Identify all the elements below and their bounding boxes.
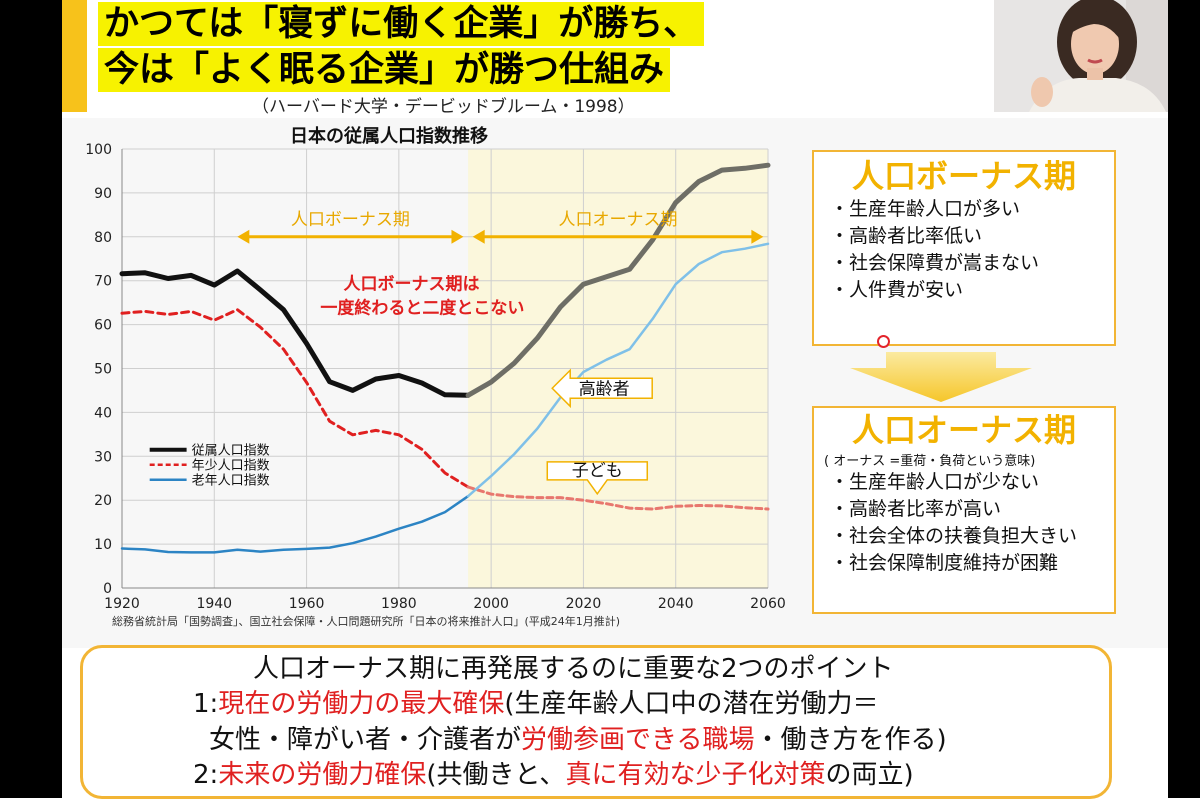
- y-tick-label: 80: [94, 230, 112, 246]
- bonus-list: 生産年齢人口が多い 高齢者比率低い 社会保障費が嵩まない 人件費が安い: [830, 196, 1114, 304]
- series-line: [120, 494, 470, 554]
- onus-list: 生産年齢人口が少ない 高齢者比率が高い 社会全体の扶養負担大きい 社会保障制度維…: [830, 469, 1114, 577]
- y-tick-label: 100: [85, 142, 112, 158]
- point-1-detail: (生産年齢人口中の潜在労働力＝: [504, 689, 879, 719]
- point-2-mid: (共働きと、: [426, 760, 566, 790]
- onus-item: 社会保障制度維持が困難: [830, 550, 1114, 577]
- y-tick-label: 50: [94, 362, 112, 378]
- onus-period-box: 人口オーナス期 ( オーナス =重荷・負荷という意味) 生産年齢人口が少ない 高…: [812, 406, 1116, 614]
- x-tick-label: 1920: [104, 596, 140, 612]
- red-note-line-1: 人口ボーナス期は: [343, 274, 479, 294]
- onus-arrow-right-head: [751, 229, 764, 244]
- elderly-callout: [551, 368, 653, 409]
- y-tick-label: 40: [94, 405, 112, 421]
- y-tick-label: 90: [94, 186, 112, 202]
- y-tick-label: 10: [94, 537, 112, 553]
- point-1b-pre: 女性・障がい者・介護者が: [209, 725, 522, 755]
- onus-arrow-left-head: [472, 229, 485, 244]
- legend-label: 老年人口指数: [192, 474, 270, 489]
- black-letterbox-right: [1168, 0, 1200, 798]
- legend-label: 従属人口指数: [192, 444, 270, 459]
- point-1b-post: ・働き方を作る): [754, 725, 947, 755]
- pointer-dot: [877, 335, 890, 348]
- children-callout: [546, 461, 649, 496]
- series-line: [119, 268, 471, 398]
- bonus-item: 社会保障費が嵩まない: [830, 250, 1114, 277]
- point-2-number: 2:: [193, 760, 219, 790]
- series-line: [465, 162, 771, 398]
- y-tick-label: 0: [103, 581, 112, 597]
- x-tick-label: 2060: [750, 596, 786, 612]
- point-2-emphasis: 未来の労働力確保: [218, 760, 427, 790]
- slide-subtitle: （ハーバード大学・デービッドブルーム・1998）: [252, 97, 635, 117]
- red-note-line-2: 一度終わると二度とこない: [320, 298, 524, 319]
- bonus-arrow-label: 人口ボーナス期: [291, 210, 410, 230]
- key-points-heading: 人口オーナス期に再発展するのに重要な2つのポイント: [253, 654, 894, 684]
- point-1: 1:現在の労働力の最大確保(生産年齢人口中の潜在労働力＝: [193, 688, 878, 720]
- point-1b-emphasis: 労働参画できる職場: [521, 725, 755, 755]
- elderly-label: 高齢者: [579, 379, 630, 399]
- bonus-item: 人件費が安い: [830, 277, 1114, 304]
- point-2-post: の両立): [825, 760, 914, 790]
- series-line: [466, 242, 770, 498]
- x-tick-label: 1960: [289, 596, 325, 612]
- x-tick-label: 2020: [566, 596, 602, 612]
- accent-stripe: [62, 0, 87, 112]
- series-line: [120, 308, 470, 489]
- point-2-emphasis-2: 真に有効な少子化対策: [565, 760, 826, 790]
- onus-box-title: 人口オーナス期: [851, 411, 1076, 449]
- onus-item: 生産年齢人口が少ない: [830, 469, 1114, 496]
- bonus-period-box: 人口ボーナス期 生産年齢人口が多い 高齢者比率低い 社会保障費が嵩まない 人件費…: [812, 150, 1116, 346]
- x-tick-label: 2000: [473, 596, 509, 612]
- slide: かつては「寝ずに働く企業」が勝ち、 今は「よく眠る企業」が勝つ仕組み （ハーバー…: [62, 0, 1168, 799]
- bonus-box-title: 人口ボーナス期: [851, 157, 1076, 195]
- down-arrow-icon: [850, 352, 1032, 402]
- bonus-item: 高齢者比率低い: [830, 223, 1114, 250]
- onus-item: 社会全体の扶養負担大きい: [830, 523, 1114, 550]
- source-note: 総務省統計局「国勢調査」、国立社会保障・人口問題研究所「日本の将来推計人口」(平…: [112, 615, 621, 628]
- onus-meaning: ( オーナス =重荷・負荷という意味): [824, 454, 1036, 469]
- point-1-number: 1:: [193, 689, 219, 719]
- series-line: [466, 485, 770, 511]
- presenter-image: [994, 0, 1168, 112]
- chart-title: 日本の従属人口指数推移: [290, 126, 488, 147]
- slide-title: かつては「寝ずに働く企業」が勝ち、 今は「よく眠る企業」が勝つ仕組み: [98, 2, 705, 94]
- onus-item: 高齢者比率が高い: [830, 496, 1114, 523]
- legend-label: 年少人口指数: [192, 459, 270, 474]
- x-tick-label: 1980: [381, 596, 417, 612]
- key-points-box: 人口オーナス期に再発展するのに重要な2つのポイント 1:現在の労働力の最大確保(…: [80, 645, 1112, 799]
- black-letterbox-left: [0, 0, 62, 798]
- point-2: 2:未来の労働力確保(共働きと、真に有効な少子化対策の両立): [193, 759, 914, 791]
- bonus-arrow-left-head: [237, 229, 250, 244]
- children-label: 子ども: [572, 461, 623, 481]
- title-line-2: 今は「よく眠る企業」が勝つ仕組み: [98, 48, 671, 92]
- y-tick-label: 70: [94, 274, 112, 290]
- x-tick-label: 1940: [196, 596, 232, 612]
- title-line-1: かつては「寝ずに働く企業」が勝ち、: [98, 2, 705, 46]
- y-tick-label: 20: [94, 493, 112, 509]
- bonus-item: 生産年齢人口が多い: [830, 196, 1114, 223]
- onus-arrow-label: 人口オーナス期: [559, 210, 678, 230]
- x-tick-label: 2040: [658, 596, 694, 612]
- y-tick-label: 60: [94, 318, 112, 334]
- chart: 0 10 20 30 40 50 60 70 80 90 100 1920 1940 1960 1980 20…: [85, 142, 786, 612]
- y-tick-label: 30: [94, 449, 112, 465]
- point-1-continued: 女性・障がい者・介護者が労働参画できる職場・働き方を作る): [209, 724, 947, 756]
- bonus-arrow-right-head: [451, 229, 464, 244]
- point-1-emphasis: 現在の労働力の最大確保: [218, 689, 505, 719]
- presenter-video: [994, 0, 1168, 112]
